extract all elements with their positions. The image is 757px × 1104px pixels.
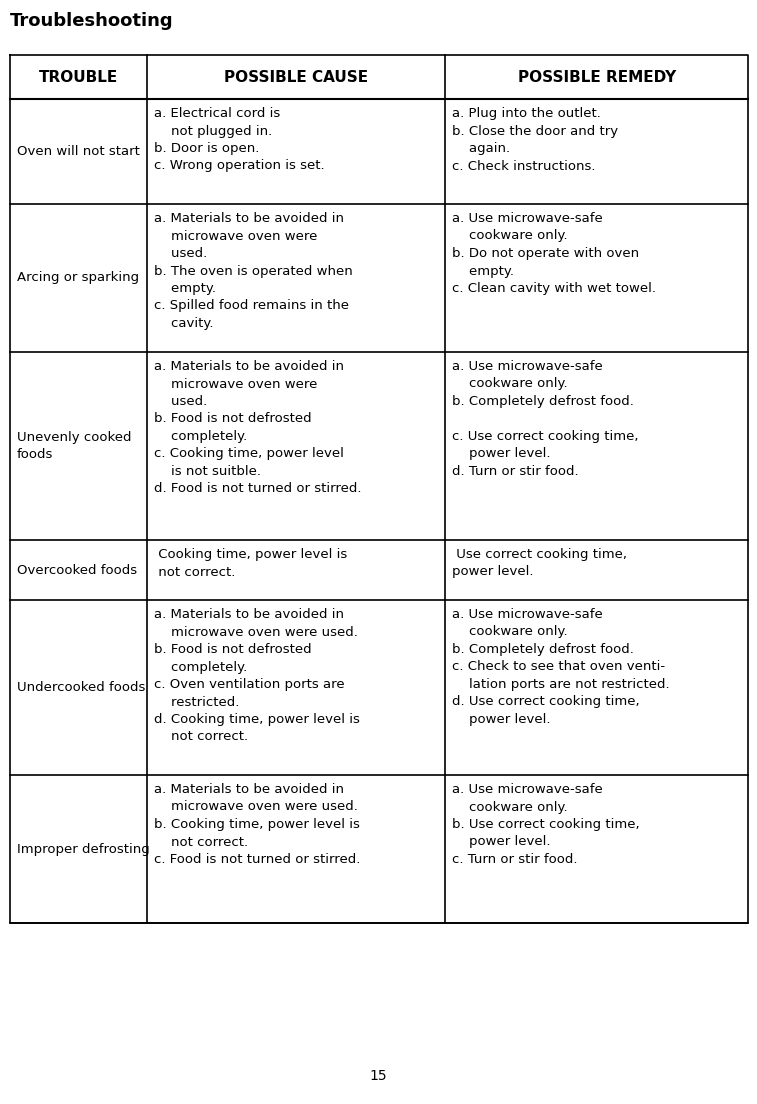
- Text: Undercooked foods: Undercooked foods: [17, 681, 145, 694]
- Text: a. Materials to be avoided in
    microwave oven were
    used.
b. Food is not d: a. Materials to be avoided in microwave …: [154, 360, 361, 496]
- Text: Cooking time, power level is
 not correct.: Cooking time, power level is not correct…: [154, 548, 347, 578]
- Text: Use correct cooking time,
power level.: Use correct cooking time, power level.: [453, 548, 628, 578]
- Text: a. Use microwave-safe
    cookware only.
b. Completely defrost food.
c. Check to: a. Use microwave-safe cookware only. b. …: [453, 608, 670, 726]
- Text: a. Electrical cord is
    not plugged in.
b. Door is open.
c. Wrong operation is: a. Electrical cord is not plugged in. b.…: [154, 107, 324, 172]
- Text: Arcing or sparking: Arcing or sparking: [17, 272, 139, 285]
- Text: POSSIBLE REMEDY: POSSIBLE REMEDY: [518, 70, 676, 85]
- Text: Improper defrosting: Improper defrosting: [17, 842, 150, 856]
- Text: TROUBLE: TROUBLE: [39, 70, 118, 85]
- Text: 15: 15: [369, 1069, 388, 1083]
- Text: Troubleshooting: Troubleshooting: [10, 12, 173, 30]
- Text: a. Materials to be avoided in
    microwave oven were
    used.
b. The oven is o: a. Materials to be avoided in microwave …: [154, 212, 352, 330]
- Text: a. Use microwave-safe
    cookware only.
b. Do not operate with oven
    empty.
: a. Use microwave-safe cookware only. b. …: [453, 212, 656, 295]
- Text: Oven will not start: Oven will not start: [17, 145, 140, 158]
- Text: a. Use microwave-safe
    cookware only.
b. Completely defrost food.

c. Use cor: a. Use microwave-safe cookware only. b. …: [453, 360, 639, 478]
- Text: POSSIBLE CAUSE: POSSIBLE CAUSE: [224, 70, 368, 85]
- Text: a. Plug into the outlet.
b. Close the door and try
    again.
c. Check instructi: a. Plug into the outlet. b. Close the do…: [453, 107, 618, 172]
- Text: a. Materials to be avoided in
    microwave oven were used.
b. Food is not defro: a. Materials to be avoided in microwave …: [154, 608, 360, 743]
- Text: a. Use microwave-safe
    cookware only.
b. Use correct cooking time,
    power : a. Use microwave-safe cookware only. b. …: [453, 783, 640, 866]
- Text: a. Materials to be avoided in
    microwave oven were used.
b. Cooking time, pow: a. Materials to be avoided in microwave …: [154, 783, 360, 866]
- Text: Overcooked foods: Overcooked foods: [17, 563, 137, 576]
- Text: Unevenly cooked
foods: Unevenly cooked foods: [17, 431, 132, 461]
